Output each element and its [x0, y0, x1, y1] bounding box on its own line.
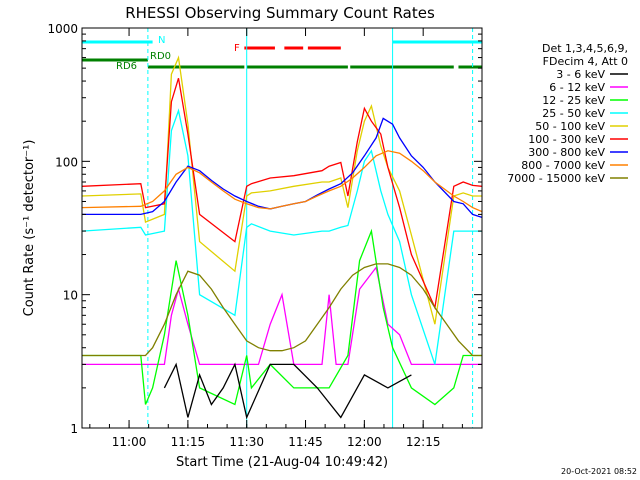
legend-label-1: 6 - 12 keV: [549, 81, 605, 94]
x-axis-label: Start Time (21-Aug-04 10:49:42): [176, 455, 388, 470]
series-line-6: [81, 150, 483, 213]
y-axis-label: Count Rate (s⁻¹ detector⁻¹): [22, 140, 37, 317]
x-tick-label-0: 11:00: [112, 435, 147, 449]
series-line-1: [82, 228, 482, 406]
x-tick-label-5: 12:15: [406, 435, 441, 449]
flag-label-rd6: RD6: [116, 61, 137, 72]
chart-title: RHESSI Observing Summary Count Rates: [125, 4, 435, 22]
legend-label-7: 800 - 7000 keV: [521, 159, 605, 172]
legend-label-2: 12 - 25 keV: [542, 94, 605, 107]
legend-header-0: Det 1,3,4,5,6,9,: [542, 42, 628, 55]
axis-ticks: 11:00 11:15 11:30 11:45 12:00 12:15 1 10 100 1000: [47, 22, 483, 449]
x-tick-label-3: 11:45: [288, 435, 323, 449]
legend-label-5: 100 - 300 keV: [528, 133, 605, 146]
y-tick-label-2: 100: [55, 155, 78, 169]
legend-label-8: 7000 - 15000 keV: [507, 172, 605, 185]
legend-label-3: 25 - 50 keV: [542, 107, 605, 120]
flag-bars: N F RD0 RD6: [82, 35, 482, 72]
series-line-0: [82, 265, 482, 366]
flag-label-f: F: [234, 43, 240, 54]
series-line-2: [81, 108, 482, 365]
flag-label-n: N: [158, 35, 165, 46]
legend-label-4: 50 - 100 keV: [535, 120, 605, 133]
x-tick-label-1: 11:15: [171, 435, 206, 449]
y-tick-label-0: 1: [70, 422, 78, 436]
legend: Det 1,3,4,5,6,9,FDecim 4, Att 03 - 6 keV…: [507, 42, 628, 185]
x-tick-label-4: 12:00: [347, 435, 382, 449]
x-tick-label-2: 11:30: [229, 435, 264, 449]
footer-timestamp: 20-Oct-2021 08:52: [561, 467, 637, 476]
series-line-7: [82, 263, 482, 357]
series-line-8: [163, 362, 412, 420]
legend-label-6: 300 - 800 keV: [528, 146, 605, 159]
flag-label-rd0: RD0: [150, 51, 171, 62]
series-lines: [81, 55, 483, 420]
y-tick-label-1: 10: [63, 289, 78, 303]
legend-label-0: 3 - 6 keV: [556, 68, 605, 81]
legend-header-1: FDecim 4, Att 0: [543, 55, 628, 68]
plot-frame: [81, 27, 483, 429]
series-line-4: [81, 78, 483, 310]
series-line-3: [81, 55, 482, 325]
y-tick-label-3: 1000: [47, 22, 78, 36]
